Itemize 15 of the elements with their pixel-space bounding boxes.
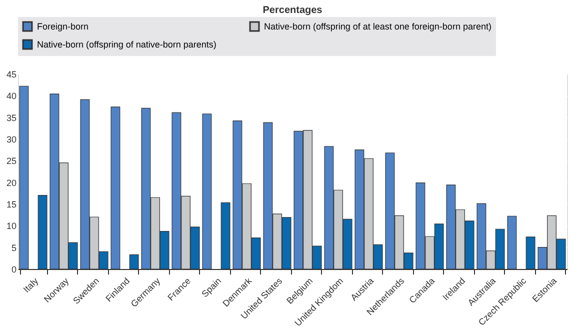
y-tick-label: 15 <box>6 200 16 210</box>
y-tick-label: 5 <box>11 242 16 253</box>
x-tick-label: Italy <box>21 275 40 295</box>
y-tick-label: 20 <box>6 178 16 188</box>
y-tick-label: 45 <box>6 70 16 80</box>
y-tick-label: 40 <box>6 91 16 102</box>
legend-label: Native-born (offspring of native-born parents) <box>37 40 216 50</box>
y-tick-label: 30 <box>6 134 16 144</box>
legend-label: Foreign-born <box>37 22 89 32</box>
y-tick-label: 35 <box>6 112 16 123</box>
chart-title: Percentages <box>262 5 323 16</box>
y-tick-label: 25 <box>6 156 16 166</box>
legend-label: Native-born (offspring of at least one foreign-born parent) <box>264 22 492 32</box>
y-tick-label: 0 <box>11 264 16 274</box>
y-tick-label: 10 <box>6 221 16 232</box>
